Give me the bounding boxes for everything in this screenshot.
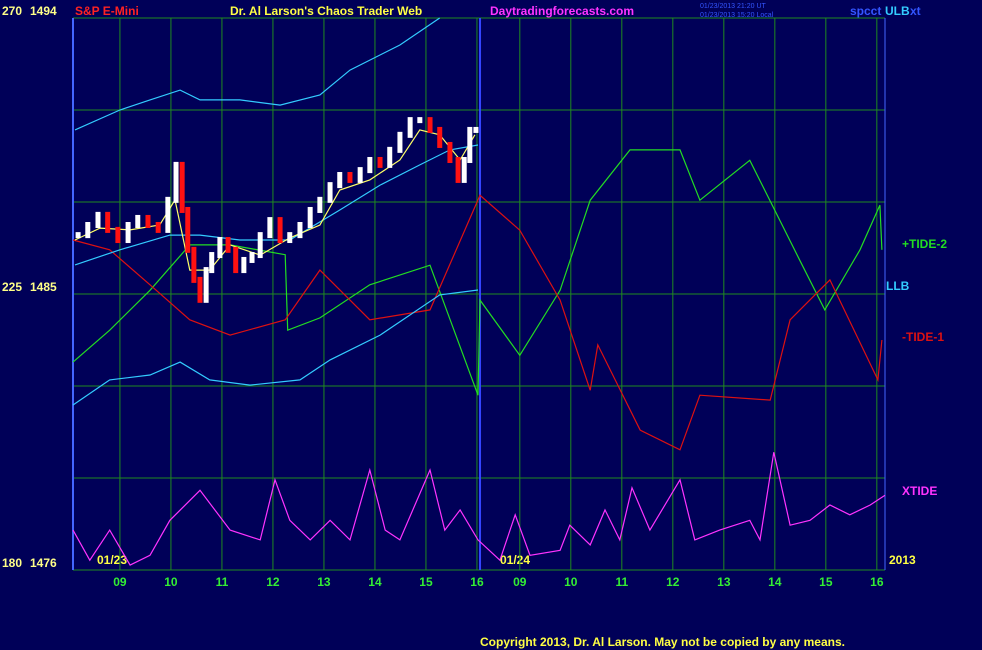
candle bbox=[203, 267, 209, 303]
y-tick-label: 180 bbox=[2, 556, 22, 570]
candle bbox=[125, 222, 131, 244]
candle bbox=[85, 222, 91, 239]
y2-tick-label: 1485 bbox=[30, 280, 57, 294]
candle bbox=[297, 222, 303, 239]
series-line bbox=[72, 194, 883, 451]
x-tick-label: 09 bbox=[513, 575, 527, 589]
candle bbox=[327, 182, 333, 203]
time-ut: 01/23/2013 21:20 UT bbox=[700, 3, 766, 10]
candle bbox=[197, 276, 203, 303]
candle bbox=[185, 206, 191, 253]
x-tick-label: 14 bbox=[768, 575, 782, 589]
candle bbox=[407, 117, 413, 138]
x-tick-label: 09 bbox=[113, 575, 127, 589]
site-url: Daytradingforecasts.com bbox=[490, 4, 634, 18]
candle bbox=[105, 211, 111, 233]
x-tick-label: 11 bbox=[615, 575, 628, 589]
candle bbox=[225, 237, 231, 253]
candle bbox=[307, 206, 313, 228]
candle bbox=[233, 246, 239, 274]
x-tick-label: 15 bbox=[419, 575, 433, 589]
candle bbox=[191, 246, 197, 283]
candle bbox=[165, 196, 171, 233]
date-label: 01/24 bbox=[500, 553, 530, 567]
x-tick-label: 10 bbox=[564, 575, 578, 589]
legend-label: -TIDE-1 bbox=[902, 330, 944, 344]
copyright: Copyright 2013, Dr. Al Larson. May not b… bbox=[480, 635, 845, 649]
candle bbox=[115, 226, 121, 244]
symbol: S&P E-Mini bbox=[75, 4, 139, 18]
legend-label: XTIDE bbox=[902, 484, 937, 498]
candle bbox=[277, 217, 283, 244]
candle bbox=[427, 117, 433, 133]
series-line bbox=[72, 289, 479, 406]
series-line bbox=[74, 17, 441, 131]
x-tick-label: 13 bbox=[717, 575, 731, 589]
x-tick-label: 16 bbox=[470, 575, 484, 589]
candle bbox=[377, 156, 383, 168]
series-line bbox=[72, 452, 886, 566]
candle bbox=[135, 214, 141, 228]
candle bbox=[461, 156, 467, 183]
x-tick-label: 13 bbox=[317, 575, 331, 589]
candle bbox=[455, 156, 461, 183]
candle bbox=[217, 237, 223, 259]
candle bbox=[473, 126, 479, 133]
site-name: Dr. Al Larson's Chaos Trader Web bbox=[230, 4, 422, 18]
candle bbox=[337, 172, 343, 189]
candle bbox=[257, 232, 263, 259]
candle bbox=[209, 252, 215, 274]
candle bbox=[267, 217, 273, 239]
series-line bbox=[74, 129, 476, 271]
candle bbox=[387, 146, 393, 168]
x-tick-label: 15 bbox=[819, 575, 833, 589]
y2-tick-label: 1476 bbox=[30, 556, 57, 570]
candle bbox=[437, 126, 443, 148]
candle bbox=[155, 222, 161, 233]
legend-label: +TIDE-2 bbox=[902, 237, 947, 251]
y-tick-label: 270 bbox=[2, 4, 22, 18]
date-label: 2013 bbox=[889, 553, 916, 567]
candle bbox=[95, 211, 101, 228]
candle bbox=[367, 156, 373, 174]
candle bbox=[397, 131, 403, 153]
x-tick-label: 12 bbox=[666, 575, 680, 589]
candle bbox=[173, 161, 179, 203]
x-tick-label: 10 bbox=[164, 575, 178, 589]
y-tick-label: 225 bbox=[2, 280, 22, 294]
candle bbox=[241, 256, 247, 274]
y2-tick-label: 1494 bbox=[30, 4, 57, 18]
time-local: 01/23/2013 15:20 Local bbox=[700, 12, 774, 19]
candle bbox=[249, 252, 255, 263]
legend-label: LLB bbox=[886, 279, 910, 293]
candle bbox=[347, 172, 353, 183]
x-tick-label: 14 bbox=[368, 575, 382, 589]
candle bbox=[417, 117, 423, 124]
x-tick-label: 11 bbox=[216, 575, 229, 589]
chart-code: spcct bbox=[850, 4, 881, 18]
candle bbox=[317, 196, 323, 213]
candle bbox=[179, 161, 185, 213]
x-tick-label: 16 bbox=[870, 575, 884, 589]
candle bbox=[357, 167, 363, 183]
candle bbox=[287, 232, 293, 244]
candle bbox=[447, 141, 453, 163]
candle bbox=[75, 232, 81, 239]
date-label: 01/23 bbox=[97, 553, 127, 567]
x-tick-label: 12 bbox=[266, 575, 280, 589]
candle bbox=[145, 214, 151, 228]
candle bbox=[467, 126, 473, 163]
series-line bbox=[72, 149, 883, 396]
chart-code: xt bbox=[910, 4, 921, 18]
legend-label: ULB bbox=[885, 4, 910, 18]
